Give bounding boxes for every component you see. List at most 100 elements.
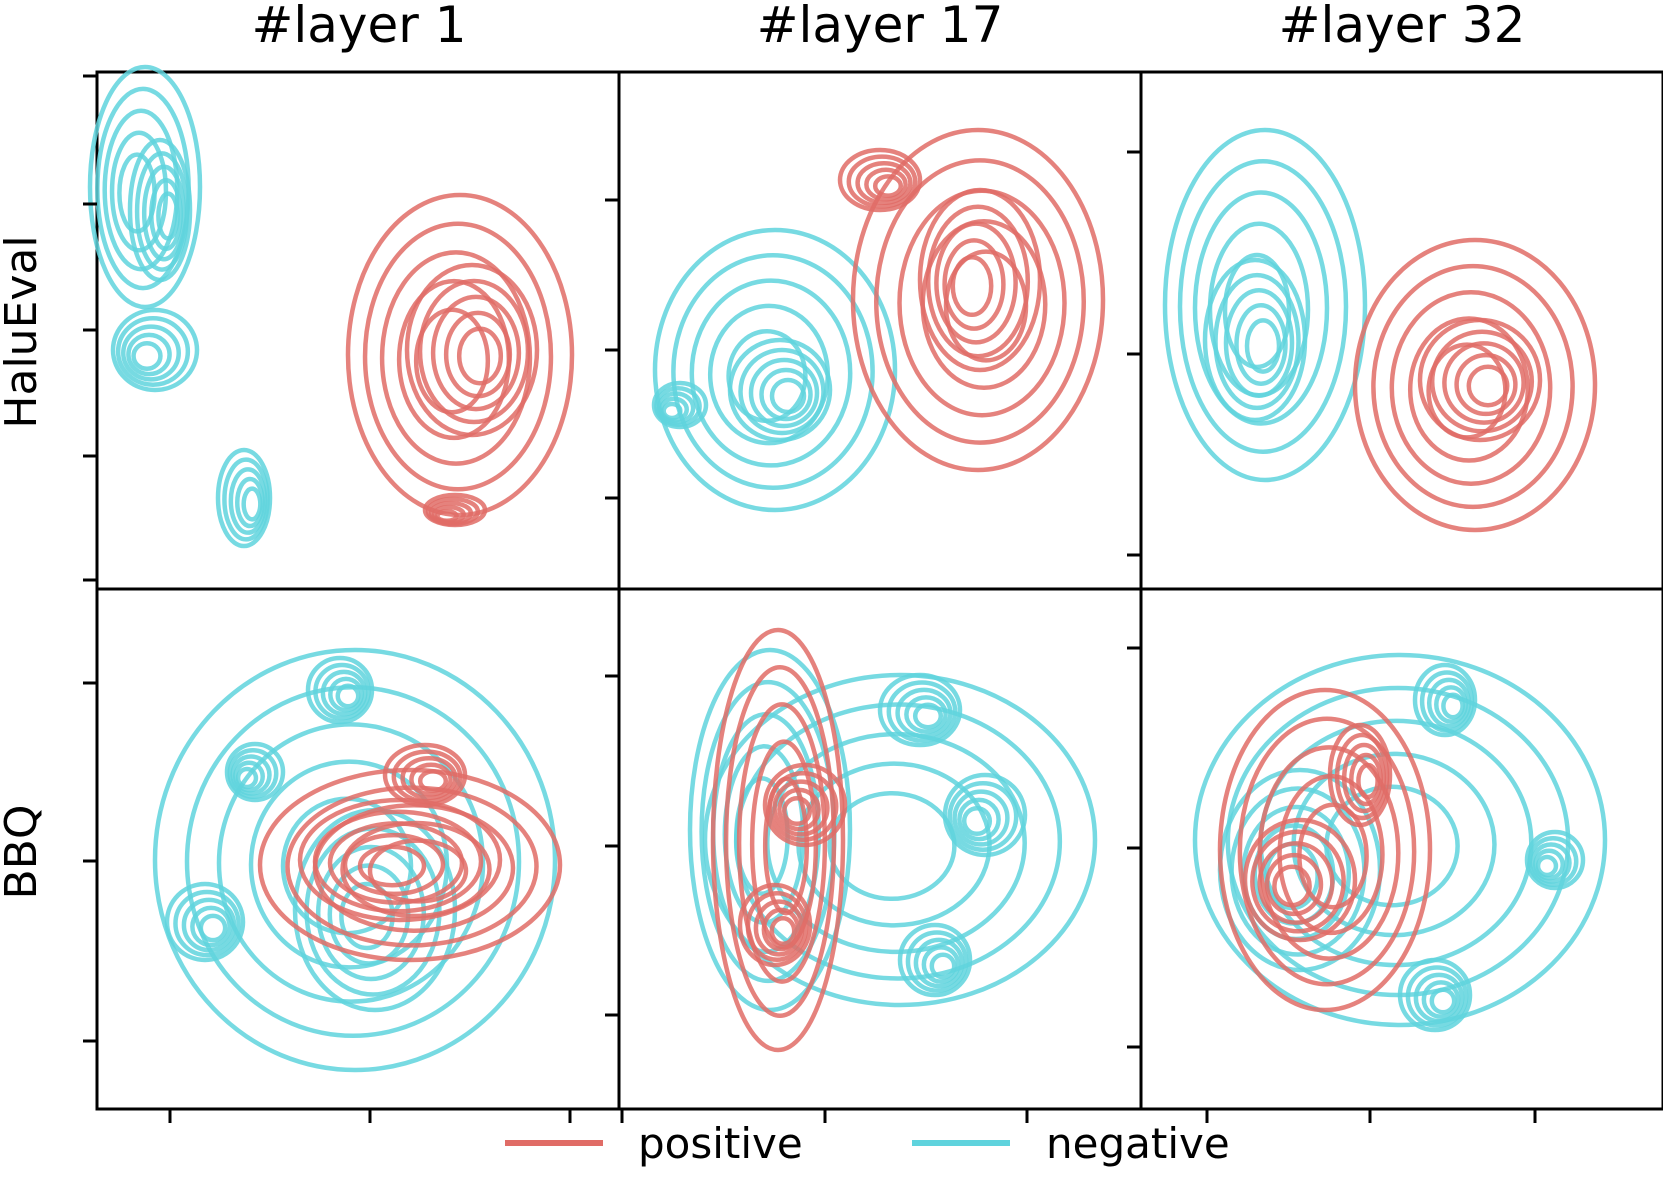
- panel-halueval-layer-17: [605, 70, 1143, 591]
- positive-contour-line: [767, 771, 839, 842]
- positive-contour-line: [855, 160, 913, 206]
- negative-contour-line: [1397, 957, 1473, 1033]
- negative-contour-line: [702, 672, 1098, 1008]
- contour-group: [651, 127, 1106, 513]
- negative-contour-line: [748, 357, 820, 429]
- negative-contour-line: [1419, 670, 1475, 733]
- positive-contour-line: [1242, 817, 1358, 943]
- negative-contour-line: [913, 937, 965, 989]
- positive-contour-line: [382, 742, 468, 808]
- positive-contour-line: [837, 147, 923, 213]
- positive-contour-line: [917, 187, 1043, 373]
- positive-contour-line: [1442, 341, 1526, 425]
- positive-contour-line: [925, 204, 1031, 359]
- positive-contour-line: [1407, 316, 1531, 463]
- positive-contour-line: [710, 627, 846, 1053]
- positive-contour-line: [950, 254, 994, 318]
- legend: positive negative: [505, 1119, 1230, 1168]
- negative-contour-line: [156, 191, 180, 241]
- positive-contour-line: [430, 294, 522, 412]
- negative-contour-line: [727, 337, 833, 443]
- positive-contour-line: [362, 221, 554, 492]
- negative-contour-line: [1234, 303, 1288, 386]
- positive-contour-line: [400, 755, 458, 801]
- positive-contour-line: [345, 192, 575, 518]
- negative-contour-line: [1413, 972, 1465, 1024]
- negative-contour-line: [1535, 854, 1559, 878]
- row-label-bbq: BBQ: [0, 804, 47, 899]
- negative-contour-line: [315, 844, 427, 982]
- positive-contour-line: [1454, 352, 1518, 417]
- negative-contour-line: [877, 672, 963, 748]
- positive-contour-line: [1250, 829, 1346, 934]
- negative-contour-line: [961, 805, 993, 837]
- positive-contour-line: [443, 310, 513, 399]
- positive-contour-line: [1429, 329, 1535, 434]
- negative-contour-line: [173, 889, 241, 958]
- negative-contour-line: [110, 307, 200, 393]
- positive-contour-line: [781, 795, 813, 827]
- negative-contour-line: [198, 913, 228, 943]
- positive-contour-line: [753, 899, 805, 957]
- negative-contour-line: [164, 881, 246, 963]
- negative-contour-line: [827, 790, 957, 902]
- negative-contour-line: [235, 476, 265, 529]
- positive-contour-line: [456, 326, 504, 386]
- positive-contour-line: [312, 809, 484, 914]
- negative-contour-line: [115, 316, 191, 387]
- negative-contour-line: [759, 367, 813, 422]
- positive-contour-line: [1389, 290, 1553, 486]
- positive-contour-line: [1272, 864, 1312, 908]
- negative-contour-line: [121, 324, 181, 382]
- positive-contour-line: [1466, 364, 1510, 408]
- column-title-layer-32: #layer 32: [1279, 0, 1526, 54]
- contour-group: [87, 64, 575, 549]
- negative-contour-line: [1162, 127, 1368, 483]
- contour-group: [1192, 652, 1608, 1033]
- panel-frame: [617, 587, 1143, 1111]
- negative-contour-line: [305, 655, 375, 725]
- legend-label-positive: positive: [638, 1119, 803, 1168]
- negative-contour-line: [957, 797, 1001, 842]
- negative-contour-line: [921, 945, 961, 984]
- negative-contour-line: [769, 377, 807, 415]
- positive-contour-line: [942, 238, 1006, 331]
- negative-contour-line: [320, 669, 368, 717]
- positive-contour-line: [777, 787, 821, 832]
- negative-contour-line: [942, 772, 1028, 858]
- positive-contour-line: [417, 278, 531, 425]
- positive-contour-line: [772, 779, 830, 837]
- negative-contour-line: [228, 467, 268, 535]
- positive-contour-line: [769, 915, 797, 947]
- negative-contour-line: [127, 137, 193, 283]
- negative-contour-line: [184, 684, 522, 1039]
- negative-contour-line: [109, 130, 169, 253]
- positive-contour-line: [435, 508, 459, 524]
- negative-contour-line: [215, 447, 273, 549]
- negative-contour-line: [1421, 980, 1461, 1019]
- negative-contour-line: [190, 905, 232, 948]
- positive-contour-line: [872, 174, 904, 198]
- negative-contour-line: [1213, 272, 1301, 411]
- positive-contour-line: [404, 262, 540, 438]
- negative-contour-line: [654, 385, 702, 428]
- negative-contour-line: [659, 396, 689, 423]
- positive-contour-line: [1417, 317, 1543, 443]
- negative-contour-line: [227, 748, 279, 799]
- negative-contour-line: [886, 680, 958, 743]
- positive-contour-line: [327, 821, 465, 905]
- positive-contour-line: [1356, 762, 1380, 800]
- negative-contour-line: [1177, 159, 1349, 454]
- ticks: [605, 198, 619, 500]
- negative-contour-line: [1429, 987, 1457, 1015]
- negative-contour-line: [1426, 677, 1472, 729]
- negative-contour-line: [897, 922, 973, 998]
- positive-contour-line: [1217, 687, 1433, 1013]
- negative-contour-line: [87, 64, 203, 310]
- positive-contour-line: [850, 127, 1106, 473]
- negative-contour-line: [656, 391, 696, 425]
- negative-contour-line: [131, 340, 163, 372]
- negative-contour-line: [689, 278, 853, 468]
- positive-contour-line: [736, 702, 828, 984]
- panel-bbq-layer-17: [605, 587, 1143, 1123]
